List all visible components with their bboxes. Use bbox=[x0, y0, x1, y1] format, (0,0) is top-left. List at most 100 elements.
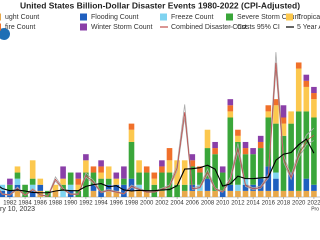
bar-segment bbox=[181, 190, 188, 197]
bar-segment bbox=[227, 99, 234, 106]
bar-segment bbox=[128, 190, 135, 197]
bar-segment bbox=[29, 178, 36, 185]
bar-segment bbox=[121, 178, 127, 185]
bar-segment bbox=[197, 172, 203, 185]
bar-segment bbox=[14, 190, 21, 197]
x-tick-label: 1982 bbox=[3, 201, 17, 207]
x-tick-label: 2020 bbox=[292, 201, 306, 207]
bar-segment bbox=[227, 190, 234, 197]
bar-segment bbox=[75, 172, 82, 179]
bar-segment bbox=[242, 154, 249, 179]
bar-segment bbox=[37, 184, 44, 191]
bar-segment bbox=[113, 184, 120, 191]
bar-segment bbox=[311, 190, 317, 197]
bar-segment bbox=[98, 190, 104, 197]
bar-segment bbox=[189, 154, 196, 161]
x-tick-label: 2022 bbox=[307, 201, 320, 207]
legend-label: 5 Year Avg Co bbox=[297, 24, 320, 31]
bar-segment bbox=[204, 178, 211, 191]
x-tick-label: 2002 bbox=[155, 201, 169, 207]
bar-segment bbox=[105, 190, 112, 197]
bar-segment bbox=[257, 135, 264, 142]
bar-segment bbox=[60, 166, 66, 179]
bar-segment bbox=[227, 111, 234, 118]
bar-segment bbox=[14, 172, 21, 179]
legend-swatch bbox=[226, 13, 233, 21]
bar-segment bbox=[98, 172, 104, 179]
bar-segment bbox=[52, 184, 59, 191]
x-tick-label: 2006 bbox=[186, 201, 200, 207]
bar-segment bbox=[219, 190, 226, 197]
legend-swatch bbox=[286, 13, 293, 21]
x-tick-label: 1986 bbox=[34, 201, 48, 207]
bar-segment bbox=[197, 166, 203, 173]
bar-segment bbox=[136, 160, 142, 173]
x-tick-label: 2016 bbox=[262, 201, 276, 207]
bar-segment bbox=[219, 172, 226, 191]
bar-segment bbox=[90, 190, 97, 197]
bar-segment bbox=[60, 190, 66, 197]
bar-segment bbox=[105, 166, 112, 179]
bar-segment bbox=[303, 74, 310, 81]
legend-label: Severe Storm Count bbox=[237, 14, 300, 21]
bar-segment bbox=[113, 172, 120, 179]
bar-segment bbox=[280, 117, 287, 124]
bar-segment bbox=[7, 190, 13, 197]
legend-label: Freeze Count bbox=[171, 14, 213, 21]
x-tick-label: 1996 bbox=[110, 201, 124, 207]
x-tick-label: 2012 bbox=[231, 201, 245, 207]
bar-segment bbox=[219, 166, 226, 173]
x-tick-label: 1990 bbox=[64, 201, 78, 207]
x-tick-label: 2008 bbox=[201, 201, 215, 207]
legend-label: ught Count bbox=[5, 14, 39, 21]
bar-segment bbox=[273, 105, 279, 124]
bar-segment bbox=[90, 184, 97, 191]
bar-segment bbox=[75, 178, 82, 185]
bar-segment bbox=[212, 141, 218, 149]
bar-segment bbox=[235, 135, 241, 142]
bar-segment bbox=[311, 99, 317, 118]
bar-segment bbox=[143, 190, 150, 197]
bar-segment bbox=[75, 184, 82, 191]
bar-segment bbox=[105, 184, 112, 191]
bar-segment bbox=[83, 154, 89, 161]
bar-segment bbox=[280, 190, 287, 197]
bar-segment bbox=[181, 160, 188, 185]
bar-segment bbox=[189, 190, 196, 197]
x-tick-label: 2000 bbox=[140, 201, 154, 207]
bar-segment bbox=[60, 178, 66, 185]
bar-segment bbox=[128, 129, 135, 142]
bar-segment bbox=[197, 190, 203, 197]
bar-segment bbox=[227, 117, 234, 185]
bar-segment bbox=[143, 166, 150, 173]
bar-segment bbox=[37, 178, 44, 185]
legend-label: fire Count bbox=[5, 24, 35, 31]
bar-segment bbox=[242, 141, 249, 149]
noaa-logo bbox=[0, 28, 10, 40]
bar-segment bbox=[189, 160, 196, 167]
bar-segment bbox=[174, 184, 180, 197]
bar-segment bbox=[14, 166, 21, 173]
bar-segment bbox=[151, 178, 158, 185]
bar-segment bbox=[227, 184, 234, 191]
cost-line bbox=[0, 138, 315, 194]
bar-segment bbox=[242, 148, 249, 155]
bar-segment bbox=[98, 160, 104, 167]
bar-segment bbox=[295, 190, 302, 197]
x-tick-label: 1988 bbox=[49, 201, 63, 207]
legend-label: Tropical Cyclo bbox=[297, 14, 320, 21]
x-tick-label: 1994 bbox=[94, 201, 108, 207]
x-tick-label: 2014 bbox=[246, 201, 260, 207]
bar-segment bbox=[29, 190, 36, 197]
bar-segment bbox=[128, 141, 135, 179]
legend-label: Winter Storm Count bbox=[91, 24, 153, 31]
bar-segment bbox=[273, 123, 279, 173]
bar-segment bbox=[204, 148, 211, 179]
bar-segment bbox=[128, 123, 135, 130]
bar-segment bbox=[250, 190, 256, 197]
bar-segment bbox=[159, 166, 165, 173]
bar-segment bbox=[257, 178, 264, 191]
bar-segment bbox=[174, 160, 180, 185]
bar-segment bbox=[90, 172, 97, 185]
bar-segment bbox=[303, 80, 310, 87]
